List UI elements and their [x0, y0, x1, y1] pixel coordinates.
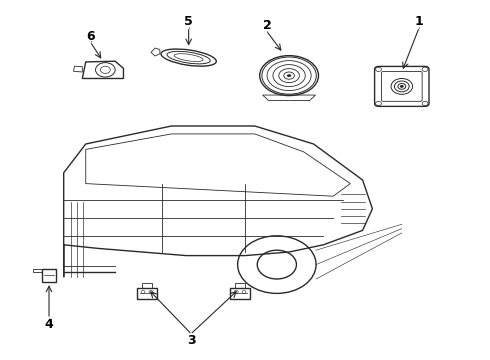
Text: 4: 4	[45, 318, 53, 330]
Text: 3: 3	[187, 334, 196, 347]
Circle shape	[400, 85, 404, 88]
Text: 6: 6	[86, 30, 95, 42]
Text: 5: 5	[184, 15, 193, 28]
Ellipse shape	[287, 74, 291, 77]
Text: 1: 1	[415, 15, 423, 28]
Text: 2: 2	[263, 19, 271, 32]
